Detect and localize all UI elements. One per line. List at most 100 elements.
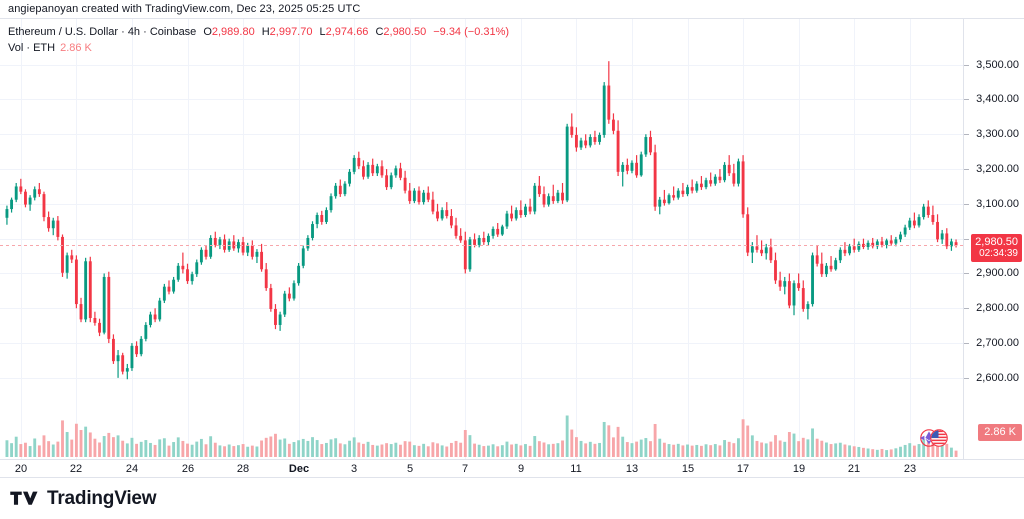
- volume-bar: [269, 436, 273, 457]
- volume-bar: [649, 441, 652, 457]
- volume-bar: [149, 442, 152, 457]
- candle-body: [612, 119, 615, 131]
- candle-body: [838, 249, 842, 261]
- time-tick-11: 11: [570, 463, 582, 475]
- volume-bar: [903, 444, 907, 457]
- candle-body: [690, 187, 694, 191]
- candle-body: [949, 241, 953, 247]
- time-tick-9: 9: [517, 463, 525, 475]
- volume-bar: [84, 426, 88, 457]
- volume-bar: [139, 441, 143, 457]
- volume-bar: [190, 444, 194, 457]
- candle-body: [352, 157, 356, 172]
- volume-bar: [862, 447, 865, 457]
- candlestick-and-volume-series: [5, 61, 958, 457]
- volume-bar: [357, 442, 361, 457]
- volume-bar: [537, 441, 541, 457]
- candle-body: [727, 164, 731, 174]
- volume-bar: [875, 449, 879, 457]
- volume-bar: [593, 443, 597, 457]
- volume-bar: [250, 445, 254, 457]
- volume-bar: [195, 441, 199, 457]
- candle-body: [764, 247, 768, 254]
- candle-body: [190, 274, 194, 282]
- time-tick-15: 15: [681, 463, 695, 475]
- candle-body: [283, 293, 287, 315]
- candle-body: [93, 318, 97, 323]
- time-scale[interactable]: 20 22 24 26 28 Dec 3 5 7 9 11 13 15 17 19 21 23: [0, 459, 1024, 478]
- volume-bar: [732, 443, 736, 457]
- volume-bar: [366, 441, 370, 457]
- volume-bar: [352, 437, 356, 457]
- candle-body: [815, 255, 819, 264]
- candle-body: [514, 210, 518, 219]
- candle-wick: [700, 176, 703, 190]
- volume-bar: [125, 443, 129, 457]
- volume-bar: [98, 442, 101, 457]
- time-tick-Dec: Dec: [288, 463, 310, 475]
- volume-bar: [806, 439, 810, 457]
- candle-wick: [691, 179, 693, 194]
- candle-body: [324, 210, 328, 222]
- volume-bar: [797, 441, 801, 457]
- candle-body: [19, 186, 23, 192]
- candle-body: [246, 245, 250, 253]
- candle-body: [375, 166, 379, 174]
- candle-body: [653, 152, 657, 207]
- candle-body: [718, 176, 722, 181]
- volume-bar: [561, 440, 564, 457]
- volume-bar: [774, 435, 777, 457]
- volume-bar: [311, 437, 314, 457]
- time-tick-13: 13: [625, 463, 639, 475]
- candle-body: [14, 186, 18, 200]
- volume-bar: [551, 443, 555, 457]
- candle-wick: [751, 242, 753, 264]
- volume-bar: [47, 441, 51, 457]
- candle-body: [209, 237, 213, 257]
- candle-body: [320, 215, 324, 222]
- candle-body: [264, 269, 268, 289]
- candle-body: [903, 227, 907, 235]
- volume-bar: [468, 435, 472, 457]
- time-tick-20: 20: [14, 463, 28, 475]
- volume-bar: [852, 446, 856, 457]
- tradingview-logo-icon: [10, 491, 38, 505]
- volume-bar: [74, 423, 78, 457]
- candle-body: [811, 255, 814, 305]
- candle-body: [130, 345, 134, 369]
- candle-body: [334, 185, 338, 197]
- volume-bar: [699, 445, 703, 457]
- price-tick-2800: 2,800.00: [964, 302, 1024, 314]
- candle-wick: [510, 205, 513, 222]
- candle-body: [500, 226, 504, 235]
- time-tick-5: 5: [406, 463, 414, 475]
- volume-bar: [565, 415, 569, 457]
- volume-bar: [51, 444, 55, 457]
- chart-plot-area[interactable]: Ethereum / U.S. Dollar · 4h · Coinbase O…: [0, 19, 963, 459]
- volume-bar: [750, 435, 754, 457]
- candle-body: [292, 283, 296, 299]
- candle-body: [954, 242, 958, 246]
- volume-bar: [56, 441, 60, 457]
- current-price-badge: 2,980.50 02:34:39: [971, 234, 1022, 263]
- volume-bar: [667, 444, 671, 457]
- volume-bar: [834, 443, 838, 457]
- volume-bar: [218, 445, 222, 457]
- volume-bar: [473, 443, 476, 457]
- candle-body: [449, 216, 453, 226]
- volume-bar: [204, 444, 208, 457]
- time-tick-24: 24: [125, 463, 139, 475]
- candle-body: [153, 314, 157, 320]
- volume-bar: [917, 444, 921, 457]
- candle-body: [889, 240, 893, 244]
- candle-body: [801, 288, 805, 309]
- price-scale[interactable]: 2,980.50 02:34:39 2.86 K 3,500.00 3,400.0…: [963, 19, 1024, 459]
- candle-body: [625, 164, 629, 171]
- candle-body: [917, 217, 921, 226]
- volume-bar: [292, 442, 296, 457]
- candle-body: [139, 338, 143, 355]
- candle-body: [172, 279, 176, 292]
- volume-bar: [602, 421, 606, 457]
- time-tick-19: 19: [792, 463, 806, 475]
- volume-bar: [811, 428, 814, 457]
